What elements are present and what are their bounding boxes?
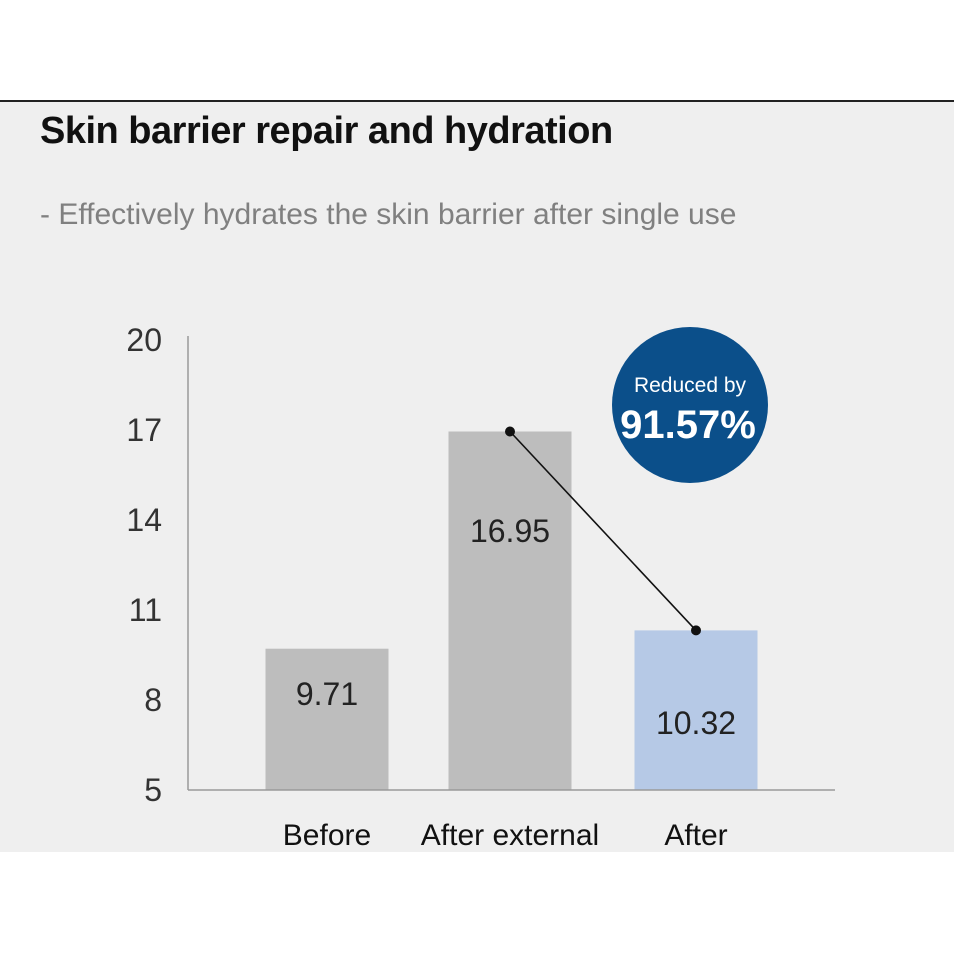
connector-line	[509, 430, 697, 631]
connector-dot	[505, 426, 515, 437]
bars-layer	[265, 431, 758, 790]
badge-percentage: 91.57%	[620, 403, 756, 447]
y-tick-label: 11	[129, 592, 162, 628]
axes: 5 8 11 14 17 20	[126, 322, 835, 808]
bar-value-label: 10.32	[656, 705, 736, 741]
bar	[448, 431, 572, 790]
bar-value-label: 9.71	[296, 676, 358, 712]
bar	[634, 630, 758, 790]
x-category-label: Before	[283, 819, 371, 852]
x-category-label: After external	[421, 819, 599, 852]
y-tick-label: 14	[126, 502, 162, 538]
y-tick-label: 8	[144, 682, 162, 718]
y-tick-label: 5	[144, 772, 162, 808]
x-category-label: After	[664, 819, 727, 852]
y-tick-label: 20	[126, 322, 162, 358]
bar	[265, 648, 389, 790]
chart-subtitle: - Effectively hydrates the skin barrier …	[40, 198, 737, 231]
connector-dot	[691, 625, 701, 636]
connector-layer	[505, 426, 701, 636]
reduction-badge: Reduced by 91.57%	[612, 327, 768, 483]
badge-circle	[612, 327, 768, 483]
labels-layer: 9.71 Before 16.95 After external 10.32 After	[283, 513, 736, 852]
badge-label: Reduced by	[634, 374, 747, 397]
y-tick-label: 17	[126, 412, 162, 448]
bar-value-label: 16.95	[470, 513, 550, 549]
chart-title: Skin barrier repair and hydration	[40, 110, 613, 152]
